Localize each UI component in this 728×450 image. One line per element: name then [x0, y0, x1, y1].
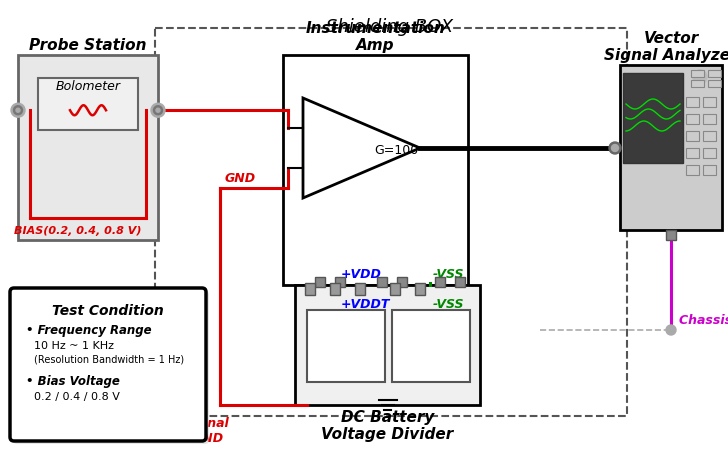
- Circle shape: [693, 70, 707, 84]
- Text: +VDDT: +VDDT: [341, 298, 390, 311]
- Bar: [355, 283, 365, 295]
- Bar: [686, 97, 699, 107]
- Bar: [708, 70, 721, 77]
- Bar: [703, 148, 716, 158]
- Bar: [305, 283, 315, 295]
- Bar: [708, 80, 721, 87]
- Bar: [666, 230, 676, 240]
- Bar: [330, 283, 340, 295]
- Text: Instrumentation
Amp: Instrumentation Amp: [306, 21, 446, 53]
- Bar: [691, 80, 704, 87]
- Text: Probe Station: Probe Station: [29, 38, 147, 53]
- Text: 0.2 / 0.4 / 0.8 V: 0.2 / 0.4 / 0.8 V: [34, 392, 120, 402]
- Text: 10 Hz ~ 1 KHz: 10 Hz ~ 1 KHz: [34, 341, 114, 351]
- Circle shape: [156, 108, 160, 112]
- Bar: [315, 277, 325, 287]
- Circle shape: [154, 106, 162, 115]
- Circle shape: [16, 108, 20, 112]
- Bar: [397, 277, 407, 287]
- Circle shape: [11, 103, 25, 117]
- Text: -VSS: -VSS: [433, 268, 464, 281]
- Polygon shape: [303, 98, 420, 198]
- Text: +VDD: +VDD: [341, 268, 382, 281]
- Text: BIAS(0.2, 0.4, 0.8 V): BIAS(0.2, 0.4, 0.8 V): [15, 226, 142, 236]
- Text: GND: GND: [225, 172, 256, 185]
- Bar: [295, 285, 480, 405]
- Text: Test Condition: Test Condition: [52, 304, 164, 318]
- Bar: [390, 283, 400, 295]
- Text: • Bias Voltage: • Bias Voltage: [26, 375, 120, 388]
- Bar: [703, 114, 716, 124]
- Bar: [455, 277, 465, 287]
- FancyBboxPatch shape: [10, 288, 206, 441]
- Bar: [392, 310, 470, 382]
- Text: (Resolution Bandwidth = 1 Hz): (Resolution Bandwidth = 1 Hz): [34, 355, 184, 365]
- Text: G=100: G=100: [374, 144, 419, 158]
- Circle shape: [666, 325, 676, 335]
- Bar: [335, 277, 345, 287]
- Bar: [155, 28, 627, 416]
- Bar: [18, 55, 158, 240]
- Bar: [620, 65, 722, 230]
- Bar: [686, 131, 699, 141]
- Bar: [623, 73, 683, 163]
- Text: Signal
GND: Signal GND: [186, 417, 230, 445]
- Bar: [377, 277, 387, 287]
- Text: DC Battery
Voltage Divider: DC Battery Voltage Divider: [321, 410, 454, 442]
- Bar: [283, 55, 468, 285]
- Bar: [703, 97, 716, 107]
- Bar: [435, 277, 445, 287]
- Text: -VSS: -VSS: [433, 298, 464, 311]
- Bar: [703, 165, 716, 175]
- Bar: [686, 114, 699, 124]
- Text: Vector
Signal Analyzer: Vector Signal Analyzer: [604, 31, 728, 63]
- Text: Shielding BOX: Shielding BOX: [326, 18, 454, 36]
- Circle shape: [609, 142, 621, 154]
- Circle shape: [612, 144, 619, 152]
- Circle shape: [151, 103, 165, 117]
- Text: • Frequency Range: • Frequency Range: [26, 324, 151, 337]
- Text: Chassis GND: Chassis GND: [679, 314, 728, 327]
- Bar: [686, 148, 699, 158]
- Bar: [703, 131, 716, 141]
- Circle shape: [14, 106, 23, 115]
- FancyBboxPatch shape: [13, 291, 209, 444]
- Bar: [686, 165, 699, 175]
- Bar: [415, 283, 425, 295]
- Text: Bolometer: Bolometer: [55, 80, 121, 93]
- Bar: [38, 78, 138, 130]
- Bar: [691, 70, 704, 77]
- Bar: [307, 310, 385, 382]
